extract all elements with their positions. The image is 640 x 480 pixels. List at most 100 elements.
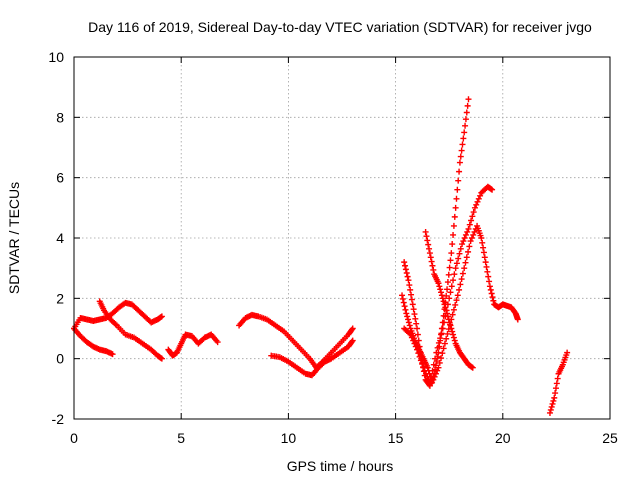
data-point	[460, 135, 467, 142]
data-point	[471, 228, 478, 235]
data-point	[435, 364, 442, 371]
data-point	[414, 346, 421, 353]
data-point	[349, 337, 356, 344]
data-point	[451, 337, 458, 344]
data-point	[406, 282, 413, 289]
data-point	[455, 177, 462, 184]
data-point	[480, 244, 487, 251]
data-point	[112, 321, 119, 328]
data-point	[550, 397, 557, 404]
data-point	[158, 355, 165, 362]
data-point	[443, 335, 450, 342]
data-point	[461, 265, 468, 272]
x-tick-label: 5	[177, 430, 185, 446]
y-axis-label: SDTVAR / TECUs	[6, 182, 22, 294]
data-point	[401, 259, 408, 266]
data-point	[444, 286, 451, 293]
series-arc3	[96, 298, 165, 362]
data-points	[71, 96, 571, 416]
data-point	[430, 266, 437, 273]
data-point	[423, 370, 430, 377]
data-point	[441, 340, 448, 347]
data-point	[459, 141, 466, 148]
data-point	[465, 96, 472, 103]
data-point	[449, 311, 456, 318]
grid	[74, 57, 610, 419]
data-point	[483, 263, 490, 270]
data-point	[109, 351, 116, 358]
data-point	[442, 304, 449, 311]
data-point	[426, 250, 433, 257]
data-point	[440, 298, 447, 305]
data-point	[421, 367, 428, 374]
data-point	[449, 328, 456, 335]
data-point	[486, 278, 493, 285]
data-point	[415, 350, 422, 357]
data-point	[452, 204, 459, 211]
data-point	[406, 322, 413, 329]
data-point	[430, 361, 437, 368]
data-point	[480, 249, 487, 256]
data-point	[564, 349, 571, 356]
data-point	[441, 319, 448, 326]
data-point	[456, 250, 463, 257]
data-point	[411, 340, 418, 347]
data-point	[459, 270, 466, 277]
data-point	[447, 289, 454, 296]
data-point	[440, 345, 447, 352]
data-point	[458, 147, 465, 154]
data-point	[450, 331, 457, 338]
data-point	[405, 277, 412, 284]
data-point	[450, 231, 457, 238]
data-point	[399, 292, 406, 299]
data-point	[444, 313, 451, 320]
data-point	[551, 394, 558, 401]
data-point	[451, 271, 458, 278]
data-point	[407, 331, 414, 338]
data-point	[466, 221, 473, 228]
data-point	[423, 233, 430, 240]
data-point	[453, 195, 460, 202]
data-point	[477, 192, 484, 199]
data-point	[425, 376, 432, 383]
data-point	[436, 283, 443, 290]
y-tick-label: 10	[48, 49, 64, 65]
data-point	[450, 277, 457, 284]
data-point	[419, 361, 426, 368]
data-point	[416, 353, 423, 360]
data-point	[414, 325, 421, 332]
data-point	[444, 279, 451, 286]
data-point	[408, 296, 415, 303]
data-point	[411, 311, 418, 318]
data-point	[417, 357, 424, 364]
data-point	[412, 343, 419, 350]
y-tick-label: 8	[56, 109, 64, 125]
data-point	[461, 235, 468, 241]
data-point	[547, 406, 554, 413]
data-point	[462, 259, 469, 266]
data-point	[453, 297, 460, 304]
chart-title: Day 116 of 2019, Sidereal Day-to-day VTE…	[88, 19, 592, 35]
data-point	[435, 280, 442, 287]
data-point	[409, 301, 416, 308]
data-point	[488, 290, 495, 297]
data-point	[403, 269, 410, 276]
x-tick-label: 15	[388, 430, 404, 446]
data-point	[448, 250, 455, 257]
data-point	[413, 320, 420, 327]
series-arc7	[401, 96, 472, 389]
data-point	[485, 273, 492, 280]
data-point	[460, 238, 467, 245]
data-point	[425, 241, 432, 248]
data-point	[414, 331, 421, 338]
data-point	[446, 295, 453, 302]
tick-labels: 0 5 10 15 20 25 -2 0 2 4 6 8 10	[48, 49, 618, 446]
data-point	[443, 307, 450, 314]
data-point	[408, 334, 415, 341]
data-point	[469, 213, 476, 220]
data-point	[412, 315, 419, 322]
data-point	[424, 237, 431, 244]
data-point	[471, 204, 478, 211]
data-point	[428, 373, 435, 380]
data-point	[410, 306, 417, 313]
